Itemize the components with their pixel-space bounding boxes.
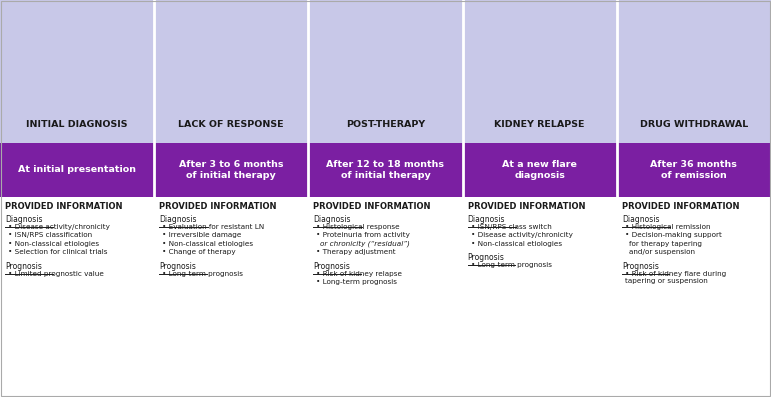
Text: • Change of therapy: • Change of therapy <box>162 249 236 255</box>
Text: • Long-term prognosis: • Long-term prognosis <box>316 279 397 285</box>
Text: • Non-classical etiologies: • Non-classical etiologies <box>8 241 99 247</box>
Text: • Selection for clinical trials: • Selection for clinical trials <box>8 249 107 255</box>
Text: • Decision-making support: • Decision-making support <box>625 232 722 238</box>
Text: POST-THERAPY: POST-THERAPY <box>346 120 425 129</box>
Bar <box>463 143 617 197</box>
Text: or chronicity (“residual”): or chronicity (“residual”) <box>321 241 410 247</box>
Text: Prognosis: Prognosis <box>159 262 196 270</box>
Text: for therapy tapering: for therapy tapering <box>629 241 702 247</box>
Text: • ISN/RPS classification: • ISN/RPS classification <box>8 232 92 238</box>
Text: Prognosis: Prognosis <box>467 253 504 262</box>
Bar <box>154 143 308 197</box>
Text: Diagnosis: Diagnosis <box>159 214 197 224</box>
Text: DRUG WITHDRAWAL: DRUG WITHDRAWAL <box>640 120 748 129</box>
Text: After 12 to 18 months
of initial therapy: After 12 to 18 months of initial therapy <box>326 160 445 180</box>
Text: Prognosis: Prognosis <box>5 262 42 270</box>
Text: • Irreversible damage: • Irreversible damage <box>162 232 241 238</box>
Bar <box>0 197 771 397</box>
Text: • ISN/RPS class switch: • ISN/RPS class switch <box>470 224 551 229</box>
Bar <box>617 143 771 197</box>
Text: • Risk of kidney flare during
tapering or suspension: • Risk of kidney flare during tapering o… <box>625 270 726 283</box>
Bar <box>308 143 463 197</box>
Text: KIDNEY RELAPSE: KIDNEY RELAPSE <box>494 120 585 129</box>
Text: LACK OF RESPONSE: LACK OF RESPONSE <box>179 120 284 129</box>
Text: • Disease activity/chronicity: • Disease activity/chronicity <box>8 224 110 229</box>
Text: • Long-term prognosis: • Long-term prognosis <box>470 262 551 268</box>
Text: • Histological response: • Histological response <box>316 224 400 229</box>
Text: PROVIDED INFORMATION: PROVIDED INFORMATION <box>467 202 585 210</box>
Text: PROVIDED INFORMATION: PROVIDED INFORMATION <box>313 202 431 210</box>
Text: Diagnosis: Diagnosis <box>467 214 505 224</box>
Text: After 3 to 6 months
of initial therapy: After 3 to 6 months of initial therapy <box>179 160 284 180</box>
Text: Prognosis: Prognosis <box>621 262 658 270</box>
Text: At a new flare
diagnosis: At a new flare diagnosis <box>502 160 577 180</box>
Text: PROVIDED INFORMATION: PROVIDED INFORMATION <box>5 202 123 210</box>
Text: • Proteinuria from activity: • Proteinuria from activity <box>316 232 410 238</box>
Text: Diagnosis: Diagnosis <box>621 214 659 224</box>
Text: Diagnosis: Diagnosis <box>313 214 351 224</box>
Text: • Disease activity/chronicity: • Disease activity/chronicity <box>470 232 573 238</box>
Text: • Evaluation for resistant LN: • Evaluation for resistant LN <box>162 224 264 229</box>
Text: • Histological remission: • Histological remission <box>625 224 710 229</box>
Text: Prognosis: Prognosis <box>313 262 350 270</box>
Text: • Risk of kidney relapse: • Risk of kidney relapse <box>316 270 402 277</box>
Text: INITIAL DIAGNOSIS: INITIAL DIAGNOSIS <box>26 120 128 129</box>
Text: PROVIDED INFORMATION: PROVIDED INFORMATION <box>159 202 277 210</box>
Text: • Non-classical etiologies: • Non-classical etiologies <box>162 241 254 247</box>
Text: and/or suspension: and/or suspension <box>629 249 695 255</box>
Text: At initial presentation: At initial presentation <box>18 165 136 174</box>
Text: • Long-term prognosis: • Long-term prognosis <box>162 270 243 277</box>
Text: PROVIDED INFORMATION: PROVIDED INFORMATION <box>621 202 739 210</box>
Text: Diagnosis: Diagnosis <box>5 214 42 224</box>
Text: • Therapy adjustment: • Therapy adjustment <box>316 249 396 255</box>
Text: • Limited prognostic value: • Limited prognostic value <box>8 270 104 277</box>
Text: • Non-classical etiologies: • Non-classical etiologies <box>470 241 562 247</box>
Text: After 36 months
of remission: After 36 months of remission <box>651 160 737 180</box>
Bar <box>0 143 154 197</box>
